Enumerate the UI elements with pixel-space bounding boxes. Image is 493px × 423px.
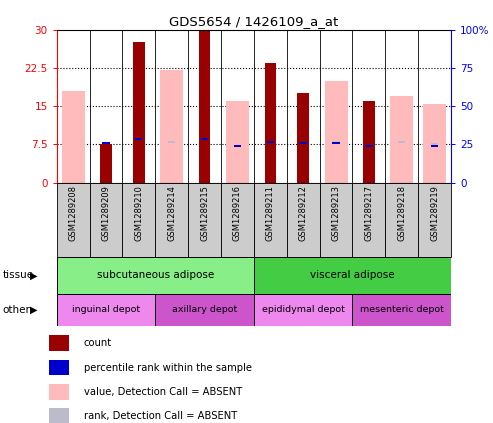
Bar — [122, 183, 155, 257]
Text: subcutaneous adipose: subcutaneous adipose — [97, 270, 214, 280]
Text: mesenteric depot: mesenteric depot — [360, 305, 444, 314]
Bar — [431, 143, 438, 146]
Text: percentile rank within the sample: percentile rank within the sample — [84, 363, 252, 373]
Bar — [300, 142, 307, 144]
Bar — [103, 142, 109, 144]
Text: ▶: ▶ — [30, 305, 37, 315]
Bar — [188, 183, 221, 257]
Bar — [199, 30, 211, 183]
Text: GSM1289211: GSM1289211 — [266, 185, 275, 241]
Text: GSM1289219: GSM1289219 — [430, 185, 439, 241]
Bar — [287, 183, 319, 257]
Bar — [90, 183, 122, 257]
Text: other: other — [2, 305, 31, 315]
Bar — [365, 145, 373, 147]
Text: value, Detection Call = ABSENT: value, Detection Call = ABSENT — [84, 387, 242, 397]
Bar — [226, 101, 249, 183]
Text: ▶: ▶ — [30, 270, 37, 280]
Bar — [133, 42, 144, 183]
Bar — [319, 183, 352, 257]
Bar — [160, 71, 183, 183]
Bar — [49, 409, 69, 423]
Bar — [254, 183, 287, 257]
Bar — [352, 183, 386, 257]
Text: GSM1289218: GSM1289218 — [397, 185, 406, 241]
Text: GSM1289215: GSM1289215 — [200, 185, 209, 241]
Bar — [100, 145, 112, 183]
Text: rank, Detection Call = ABSENT: rank, Detection Call = ABSENT — [84, 411, 237, 421]
Bar — [49, 360, 69, 375]
Bar — [386, 183, 418, 257]
Text: axillary depot: axillary depot — [172, 305, 237, 314]
Bar — [390, 96, 413, 183]
Text: visceral adipose: visceral adipose — [310, 270, 395, 280]
Bar — [297, 93, 309, 183]
Bar — [62, 91, 85, 183]
Bar — [155, 183, 188, 257]
Text: GSM1289214: GSM1289214 — [167, 185, 176, 241]
Bar — [221, 183, 254, 257]
Bar — [352, 294, 451, 326]
Text: inguinal depot: inguinal depot — [72, 305, 140, 314]
Text: count: count — [84, 338, 112, 348]
Text: GSM1289213: GSM1289213 — [332, 185, 341, 241]
Bar — [155, 294, 254, 326]
Bar — [57, 257, 254, 294]
Text: epididymal depot: epididymal depot — [262, 305, 345, 314]
Text: tissue: tissue — [2, 270, 34, 280]
Bar — [49, 335, 69, 351]
Bar — [254, 294, 352, 326]
Text: GSM1289209: GSM1289209 — [102, 185, 110, 241]
Bar — [423, 104, 446, 183]
Bar — [267, 141, 274, 143]
Bar — [57, 183, 90, 257]
Title: GDS5654 / 1426109_a_at: GDS5654 / 1426109_a_at — [169, 16, 339, 28]
Text: GSM1289216: GSM1289216 — [233, 185, 242, 241]
Bar — [431, 145, 438, 147]
Bar — [363, 101, 375, 183]
Bar — [398, 141, 405, 143]
Text: GSM1289210: GSM1289210 — [135, 185, 143, 241]
Bar — [332, 141, 340, 143]
Bar — [57, 294, 155, 326]
Bar — [265, 63, 276, 183]
Bar — [234, 145, 241, 147]
Bar — [201, 138, 208, 140]
Bar — [49, 384, 69, 400]
Bar — [254, 257, 451, 294]
Bar — [332, 142, 340, 144]
Bar — [168, 141, 176, 143]
Text: GSM1289217: GSM1289217 — [364, 185, 373, 241]
Bar — [324, 81, 348, 183]
Text: GSM1289208: GSM1289208 — [69, 185, 77, 241]
Text: GSM1289212: GSM1289212 — [299, 185, 308, 241]
Bar — [135, 138, 142, 140]
Bar — [418, 183, 451, 257]
